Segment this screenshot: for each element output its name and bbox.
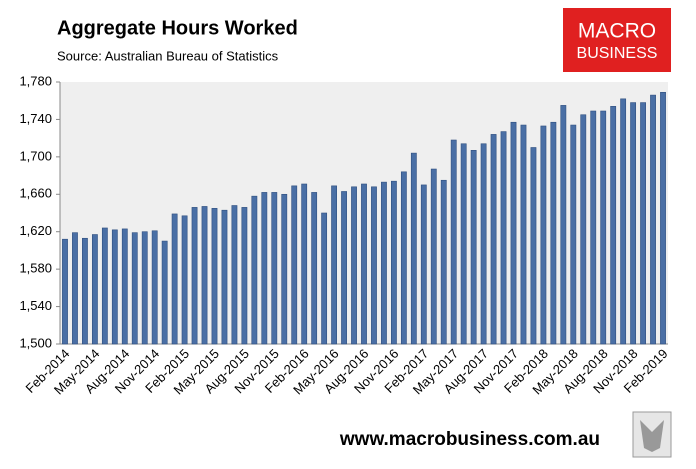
- logo-box: [563, 8, 671, 72]
- bar: [311, 192, 318, 345]
- bar: [520, 124, 527, 345]
- bar: [151, 230, 158, 345]
- y-tick-label: 1,740: [19, 111, 52, 126]
- bar: [72, 232, 78, 345]
- bar: [530, 147, 537, 345]
- bar: [640, 102, 646, 345]
- bar: [271, 192, 278, 345]
- bar: [400, 171, 407, 345]
- bar: [291, 185, 298, 345]
- bar: [301, 183, 308, 345]
- bar: [191, 207, 198, 345]
- bar: [161, 240, 168, 345]
- bar: [131, 232, 138, 345]
- y-tick-label: 1,620: [19, 223, 52, 238]
- bar: [91, 234, 98, 345]
- bar: [650, 94, 656, 345]
- bar: [391, 180, 397, 345]
- bar: [550, 121, 557, 345]
- bar: [540, 125, 547, 345]
- bar: [251, 195, 258, 345]
- bar: [470, 150, 477, 345]
- y-tick-label: 1,500: [19, 335, 52, 350]
- bar: [351, 186, 357, 345]
- bar: [111, 229, 118, 345]
- bar: [101, 227, 108, 345]
- bar: [630, 102, 637, 345]
- bar: [580, 114, 587, 345]
- bar: [381, 181, 387, 345]
- bar: [620, 98, 627, 345]
- bar: [141, 231, 148, 345]
- bar: [500, 131, 507, 345]
- bar: [660, 91, 666, 345]
- bar: [450, 139, 457, 345]
- bar: [480, 143, 487, 345]
- bar: [510, 121, 517, 345]
- bar: [361, 183, 367, 345]
- bar: [281, 193, 288, 345]
- y-tick-label: 1,540: [19, 298, 52, 313]
- chart-title: Aggregate Hours Worked: [57, 17, 298, 39]
- logo-icon: [640, 420, 664, 452]
- bar: [62, 238, 68, 345]
- bar: [371, 186, 377, 345]
- bar: [410, 152, 417, 345]
- bar: [201, 206, 208, 345]
- bar: [440, 179, 447, 345]
- bar: [331, 185, 337, 345]
- bar: [321, 212, 328, 345]
- bar: [460, 143, 467, 345]
- y-tick-label: 1,580: [19, 261, 52, 276]
- bar: [181, 215, 188, 345]
- bar: [420, 184, 427, 345]
- bar: [231, 205, 238, 345]
- bar: [560, 105, 567, 345]
- bar: [211, 208, 218, 345]
- logo-text: MACRO: [578, 20, 656, 43]
- bar: [221, 209, 228, 345]
- y-tick-label: 1,700: [19, 148, 52, 163]
- bar: [610, 106, 617, 345]
- y-tick-label: 1,780: [19, 73, 52, 88]
- y-tick-label: 1,660: [19, 186, 52, 201]
- bar: [341, 191, 347, 345]
- logo-text: BUSINESS: [577, 45, 658, 62]
- bar: [570, 124, 577, 345]
- bar: [490, 134, 497, 345]
- website: www.macrobusiness.com.au: [339, 429, 600, 450]
- bar: [241, 207, 248, 345]
- bar: [171, 213, 178, 345]
- chart-subtitle: Source: Australian Bureau of Statistics: [57, 48, 279, 63]
- bar: [590, 110, 597, 345]
- bar: [82, 237, 88, 345]
- bar: [261, 192, 268, 345]
- bar: [600, 110, 607, 345]
- bar: [121, 228, 128, 345]
- bar: [430, 168, 437, 345]
